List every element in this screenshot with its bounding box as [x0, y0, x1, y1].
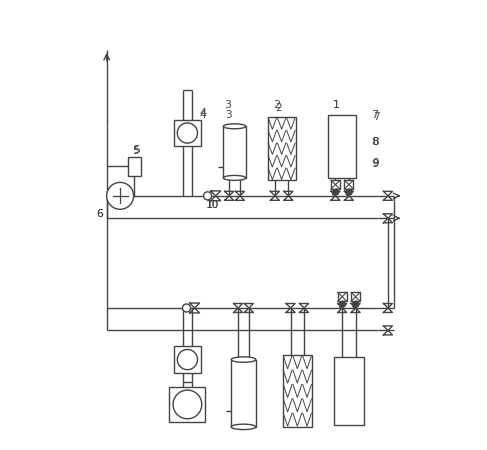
Ellipse shape	[231, 357, 256, 362]
Ellipse shape	[224, 176, 246, 180]
Bar	[283, 355, 312, 427]
Text: 4: 4	[200, 110, 206, 120]
Text: 8: 8	[373, 137, 379, 147]
Bar	[351, 292, 360, 301]
Circle shape	[204, 192, 212, 200]
Text: 2: 2	[275, 103, 281, 112]
Text: 5: 5	[133, 145, 141, 155]
Text: 6: 6	[96, 209, 103, 219]
Text: 3: 3	[225, 100, 232, 110]
Text: 4: 4	[200, 108, 206, 118]
Bar	[335, 357, 363, 425]
Text: 9: 9	[373, 158, 379, 168]
Text: 9: 9	[372, 159, 378, 169]
Text: 5: 5	[132, 146, 139, 156]
Text: 3: 3	[225, 110, 231, 120]
Bar	[174, 120, 201, 147]
Bar	[224, 126, 246, 178]
Circle shape	[177, 123, 198, 143]
Text: 1: 1	[333, 100, 340, 110]
Circle shape	[173, 390, 202, 419]
Bar	[328, 115, 356, 178]
Text: 2: 2	[273, 100, 280, 110]
Text: 10: 10	[206, 200, 219, 210]
Bar	[337, 292, 347, 301]
Bar	[174, 346, 201, 373]
Text: 6: 6	[96, 209, 103, 219]
Bar	[331, 180, 340, 189]
Circle shape	[107, 182, 133, 209]
Circle shape	[177, 350, 198, 370]
Bar	[268, 117, 296, 180]
Bar	[344, 180, 354, 189]
Bar	[231, 360, 256, 427]
Text: 7: 7	[373, 112, 379, 122]
Text: 8: 8	[372, 137, 378, 147]
Ellipse shape	[224, 124, 246, 129]
Text: 10: 10	[206, 200, 219, 210]
Bar	[169, 387, 206, 423]
Text: 7: 7	[372, 110, 378, 120]
Circle shape	[183, 304, 190, 312]
Bar	[128, 157, 141, 176]
Ellipse shape	[231, 424, 256, 430]
Text: 1: 1	[333, 100, 340, 110]
